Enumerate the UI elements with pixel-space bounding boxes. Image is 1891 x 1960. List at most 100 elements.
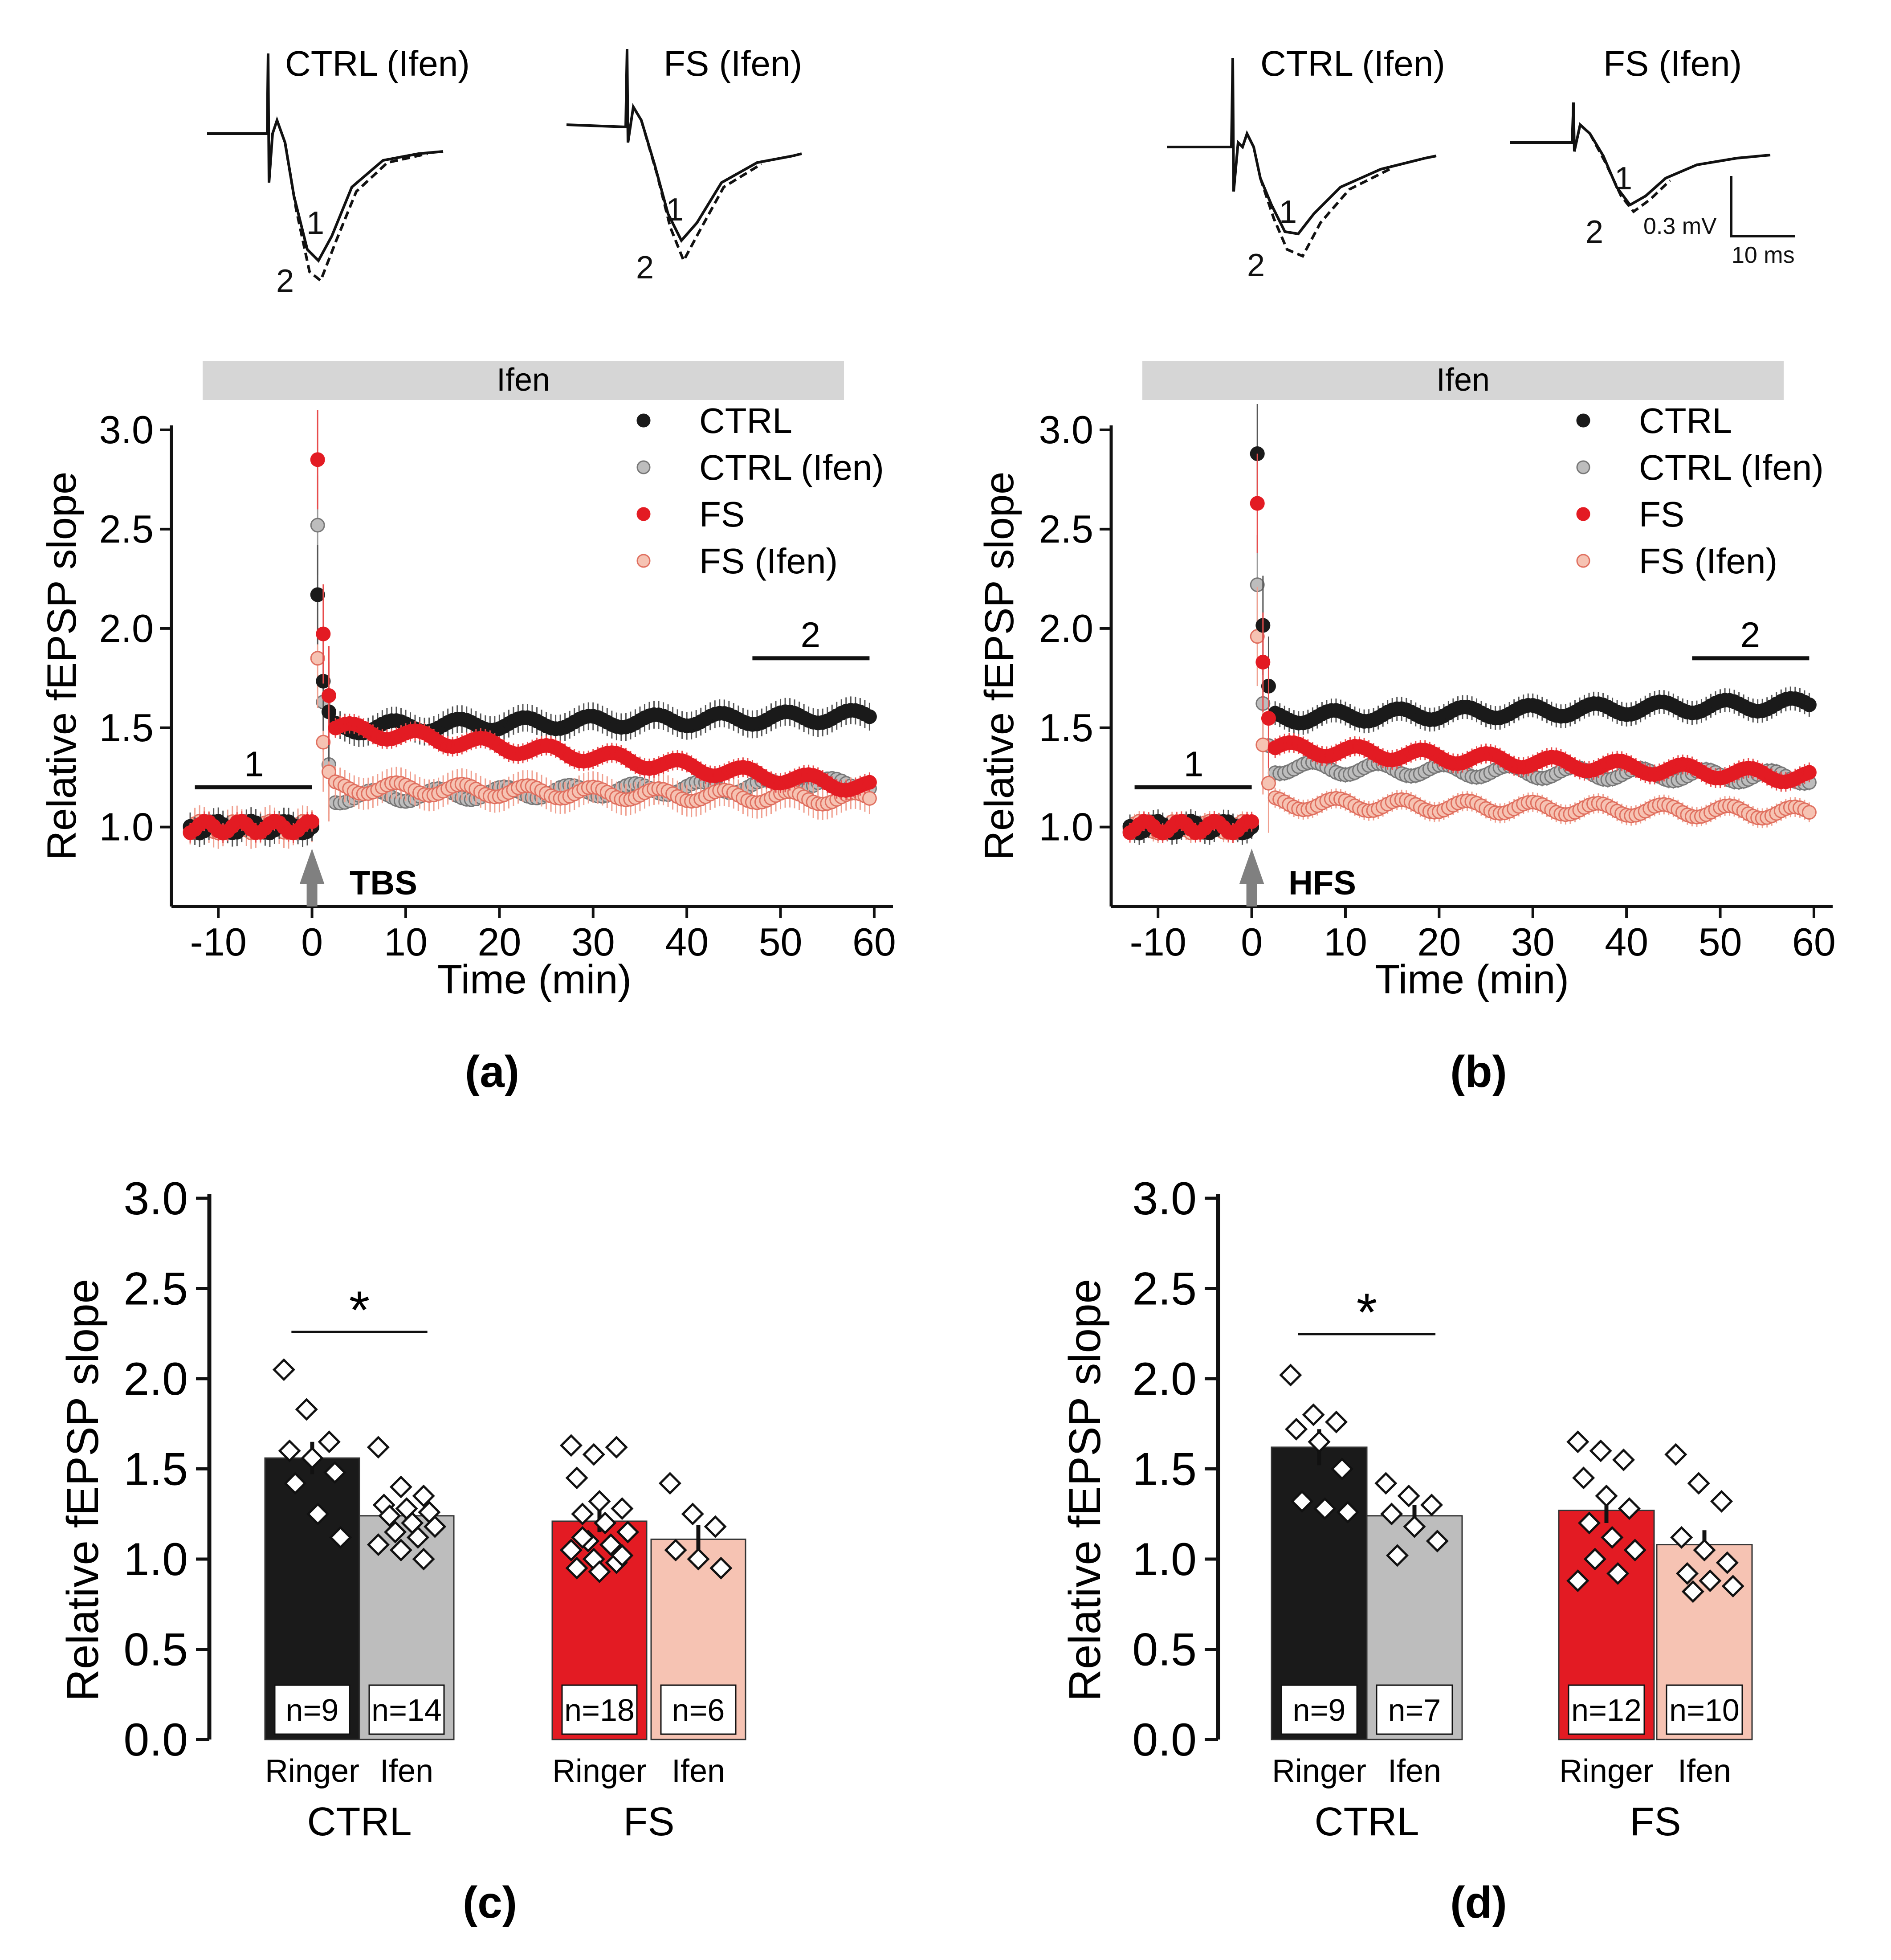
x-tick-label: 40: [1605, 920, 1648, 964]
panel-b-time-course: Ifen -10 0 10 20 30 40 50 60 1.0 1.5 2.0 2.5 3.0 1 2 CT…: [977, 361, 1836, 1097]
individual-point: [323, 1461, 346, 1484]
legend-label: FS (Ifen): [1639, 541, 1777, 581]
panel-a-xlabel: Time (min): [437, 957, 632, 1002]
individual-point: [1687, 1472, 1710, 1495]
significance-marker: *: [1357, 1282, 1377, 1342]
individual-point: [1279, 1364, 1302, 1387]
group-label-ctrl: CTRL: [1314, 1800, 1419, 1844]
individual-point: [412, 1548, 435, 1571]
panel-c-ylabel: Relative fEPSP slope: [58, 1279, 108, 1702]
individual-point: [565, 1556, 588, 1580]
series-fs_ifen: [183, 608, 877, 849]
individual-point: [1374, 1472, 1398, 1495]
category-label: Ifen: [1388, 1753, 1441, 1789]
stimulus-arrow: [299, 849, 325, 906]
individual-point: [1386, 1544, 1409, 1567]
individual-point: [1710, 1490, 1733, 1513]
data-point: [316, 735, 331, 750]
panel-b-label: (b): [1450, 1047, 1507, 1097]
individual-point: [1612, 1448, 1635, 1471]
scale-bar: 0.3 mV 10 ms: [1643, 176, 1795, 268]
trace-b-right-marker-2: 2: [1585, 214, 1603, 250]
individual-point: [605, 1436, 628, 1459]
individual-point: [1330, 1457, 1353, 1481]
stimulus-arrow: [1239, 849, 1264, 906]
legend-marker: [636, 507, 651, 521]
panel-d-label: (d): [1450, 1878, 1507, 1927]
individual-point: [1618, 1497, 1641, 1520]
individual-point: [687, 1548, 710, 1571]
individual-point: [1313, 1497, 1337, 1520]
legend-label: CTRL (Ifen): [1639, 448, 1824, 487]
y-tick-label: 1.5: [123, 1444, 188, 1495]
y-tick-label: 2.5: [1039, 507, 1093, 551]
x-tick-label: 20: [1417, 920, 1461, 964]
panel-a-stimulus: TBS: [350, 864, 417, 902]
trace-b-left-marker-2: 2: [1247, 248, 1265, 283]
individual-point: [1623, 1539, 1646, 1562]
individual-point: [1583, 1548, 1606, 1571]
y-tick-label: 3.0: [1039, 408, 1093, 452]
x-tick-label: 60: [1792, 920, 1836, 964]
trace-a-left-label: CTRL (Ifen): [285, 44, 470, 83]
y-tick-label: 1.5: [99, 706, 154, 750]
individual-point: [301, 1446, 324, 1470]
group-label-ctrl: CTRL: [307, 1800, 412, 1844]
y-tick-label: 2.5: [1132, 1263, 1197, 1315]
individual-point: [611, 1544, 634, 1567]
series-fs: [1122, 453, 1817, 843]
panel-d-bar-chart: 0.0 0.5 1.0 1.5 2.0 2.5 3.0 n=9 Ringer n=7 Ifen n=1…: [1060, 1173, 1753, 1927]
individual-point: [1397, 1484, 1420, 1507]
data-point: [305, 814, 320, 829]
data-point: [1261, 711, 1276, 726]
individual-point: [559, 1434, 583, 1457]
data-point: [310, 651, 325, 666]
y-tick-label: 0.0: [123, 1714, 188, 1766]
x-tick-label: -10: [190, 920, 247, 964]
individual-point: [1325, 1410, 1348, 1433]
individual-point: [582, 1443, 605, 1466]
data-point: [1801, 697, 1817, 712]
y-tick-label: 0.5: [123, 1624, 188, 1676]
legend-marker: [636, 413, 651, 428]
individual-point: [1664, 1443, 1687, 1466]
legend-label: CTRL: [699, 401, 792, 441]
n-label-box: [1376, 1684, 1453, 1735]
data-point: [1801, 805, 1817, 820]
individual-point: [367, 1533, 390, 1556]
n-label: n=18: [564, 1693, 635, 1727]
individual-point: [1290, 1490, 1314, 1513]
trace-a-right-marker-2: 2: [636, 250, 654, 286]
data-point: [316, 626, 331, 641]
individual-point: [1302, 1403, 1325, 1426]
example-traces: CTRL (Ifen) FS (Ifen) CTRL (Ifen) FS (If…: [207, 44, 1795, 299]
n-label-box: [660, 1684, 737, 1735]
n-label: n=12: [1571, 1693, 1642, 1727]
individual-point: [664, 1539, 687, 1562]
y-tick-label: 1.5: [1039, 706, 1093, 750]
data-point: [1250, 496, 1265, 511]
y-tick-label: 1.0: [99, 805, 154, 849]
individual-point: [278, 1439, 301, 1462]
individual-point: [389, 1475, 412, 1499]
panel-d-ylabel: Relative fEPSP slope: [1060, 1279, 1110, 1702]
individual-point: [1601, 1526, 1624, 1549]
individual-point: [1675, 1562, 1699, 1585]
trace-a-ctrl-ifen: 1 2: [207, 53, 444, 299]
panel-a-label: (a): [465, 1047, 519, 1097]
legend-marker: [636, 554, 651, 568]
data-point: [862, 709, 877, 724]
category-label: Ifen: [380, 1753, 433, 1789]
y-tick-label: 3.0: [123, 1173, 188, 1225]
trace-b-ctrl-ifen: 1 2: [1167, 57, 1437, 283]
individual-point: [367, 1436, 390, 1459]
panel-c-bar-chart: 0.0 0.5 1.0 1.5 2.0 2.5 3.0 n=9 Ringer n=14 Ifen n=…: [58, 1173, 746, 1927]
baseline-period-label: 1: [1184, 744, 1204, 784]
data-point: [1244, 814, 1259, 829]
x-tick-label: 0: [1241, 920, 1263, 964]
n-label: n=7: [1388, 1693, 1441, 1727]
individual-point: [378, 1504, 401, 1527]
individual-point: [704, 1515, 727, 1538]
individual-point: [1693, 1539, 1716, 1562]
individual-point: [1403, 1515, 1426, 1538]
